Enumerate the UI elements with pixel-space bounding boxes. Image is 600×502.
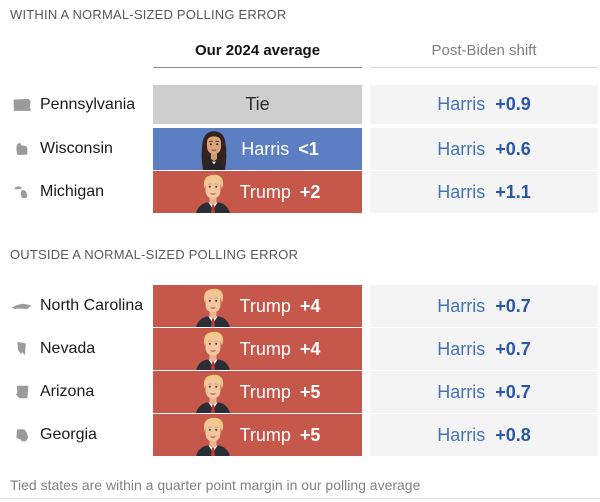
shift-value: +0.7 [495,295,531,316]
average-cell: Tie [153,85,362,124]
average-candidate: Trump [239,381,291,402]
shift-candidate: Harris [437,295,486,316]
shift-cell: Harris +1.1 [370,171,598,213]
average-candidate: Trump [239,181,291,202]
shift-value: +0.7 [495,338,531,359]
state-label: Arizona [10,371,153,413]
average-value: +5 [299,381,321,402]
average-candidate: Trump [239,424,291,445]
average-value: +4 [299,295,321,316]
state-label: Georgia [10,414,153,456]
trump-portrait [194,174,231,213]
pennsylvania-state-icon [13,98,32,111]
table-row-pennsylvania: Pennsylvania Tie Harris +0.9 [10,85,598,124]
state-name: Arizona [40,383,95,400]
shift-value: +0.9 [495,94,531,114]
column-header-shift: Post-Biden shift [370,43,598,68]
table-row-michigan: Michigan Trump +2 Harris +1.1 [10,171,598,213]
column-header-average: Our 2024 average [153,43,362,68]
shift-value: +1.1 [495,181,531,202]
average-value: +2 [299,181,321,202]
trump-portrait [194,417,231,456]
section-title-within: WITHIN A NORMAL-SIZED POLLING ERROR [10,7,287,22]
trump-portrait [194,331,231,370]
table-row-north-carolina: North Carolina Trump +4 Harris +0.7 [10,285,598,327]
state-label: Nevada [10,328,153,370]
average-cell: Trump +5 [153,414,362,456]
state-name: Pennsylvania [40,95,136,113]
wisconsin-state-icon [16,142,28,156]
shift-value: +0.8 [495,424,531,445]
average-cell: Trump +2 [153,171,362,213]
shift-cell: Harris +0.6 [370,128,598,170]
average-candidate: Harris [241,138,290,159]
average-cell: Harris <1 [153,128,362,170]
shift-candidate: Harris [437,424,486,445]
average-cell: Trump +4 [153,328,362,370]
table-row-arizona: Arizona Trump +5 Harris +0.7 [10,371,598,413]
table-row-georgia: Georgia Trump +5 Harris +0.8 [10,414,598,456]
state-name: North Carolina [40,297,144,314]
state-name: Nevada [40,340,96,357]
shift-candidate: Harris [437,138,486,159]
trump-portrait [194,288,231,327]
column-header-row: Our 2024 average Post-Biden shift [10,43,598,68]
average-value: <1 [298,138,319,159]
average-tie-label: Tie [245,94,270,114]
shift-candidate: Harris [437,381,486,402]
trump-portrait [194,374,231,413]
table-row-nevada: Nevada Trump +4 Harris +0.7 [10,328,598,370]
state-label: Wisconsin [10,128,153,170]
state-label: Pennsylvania [10,85,153,124]
state-name: Georgia [40,426,97,443]
state-label: North Carolina [10,285,153,327]
table-row-wisconsin: Wisconsin Harris <1 Harris +0.6 [10,128,598,170]
average-value: +4 [299,338,321,359]
north-carolina-state-icon [11,303,32,310]
state-name: Michigan [40,183,105,200]
shift-cell: Harris +0.8 [370,414,598,456]
shift-value: +0.7 [495,381,531,402]
harris-portrait [201,130,228,170]
shift-cell: Harris +0.7 [370,371,598,413]
georgia-state-icon [16,429,28,442]
shift-cell: Harris +0.7 [370,328,598,370]
bottom-divider [0,498,600,499]
michigan-state-icon [14,186,28,199]
average-candidate: Trump [239,295,291,316]
shift-candidate: Harris [437,338,486,359]
footnote: Tied states are within a quarter point m… [10,477,421,493]
average-value: +5 [299,424,321,445]
shift-cell: Harris +0.7 [370,285,598,327]
shift-cell: Harris +0.9 [370,85,598,124]
nevada-state-icon [17,342,26,356]
arizona-state-icon [15,385,29,399]
shift-candidate: Harris [437,94,486,114]
section-title-outside: OUTSIDE A NORMAL-SIZED POLLING ERROR [10,247,299,262]
average-candidate: Trump [239,338,291,359]
shift-candidate: Harris [437,181,486,202]
state-name: Wisconsin [40,140,113,157]
state-label: Michigan [10,171,153,213]
average-cell: Trump +5 [153,371,362,413]
shift-value: +0.6 [495,138,531,159]
average-cell: Trump +4 [153,285,362,327]
